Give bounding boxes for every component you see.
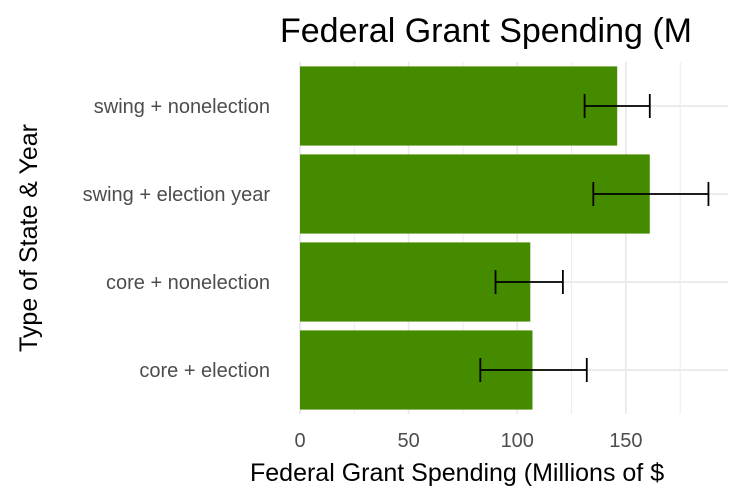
x-axis-title: Federal Grant Spending (Millions of $ (250, 459, 664, 487)
x-tick-label: 150 (609, 430, 642, 452)
bars (300, 66, 650, 410)
error-bar (592, 182, 710, 206)
error-bar (479, 358, 588, 382)
y-tick-label: swing + election year (83, 184, 271, 206)
error-bar (583, 94, 651, 118)
x-tick-label: 50 (398, 430, 420, 452)
error-bars (479, 94, 710, 382)
y-tick-labels: swing + nonelection swing + election year… (83, 96, 271, 382)
y-tick-label: core + election (139, 360, 270, 382)
y-tick-label: swing + nonelection (94, 96, 270, 118)
error-bar (494, 270, 564, 294)
bar (300, 154, 650, 234)
bar (300, 66, 618, 146)
bar (300, 242, 531, 322)
x-tick-label: 0 (294, 430, 305, 452)
x-tick-label: 100 (501, 430, 534, 452)
y-tick-label: core + nonelection (106, 272, 270, 294)
x-tick-labels: 0 50 100 150 (294, 430, 642, 452)
y-axis-title: Type of State & Year (15, 124, 43, 352)
chart-title: Federal Grant Spending (M (280, 12, 692, 50)
